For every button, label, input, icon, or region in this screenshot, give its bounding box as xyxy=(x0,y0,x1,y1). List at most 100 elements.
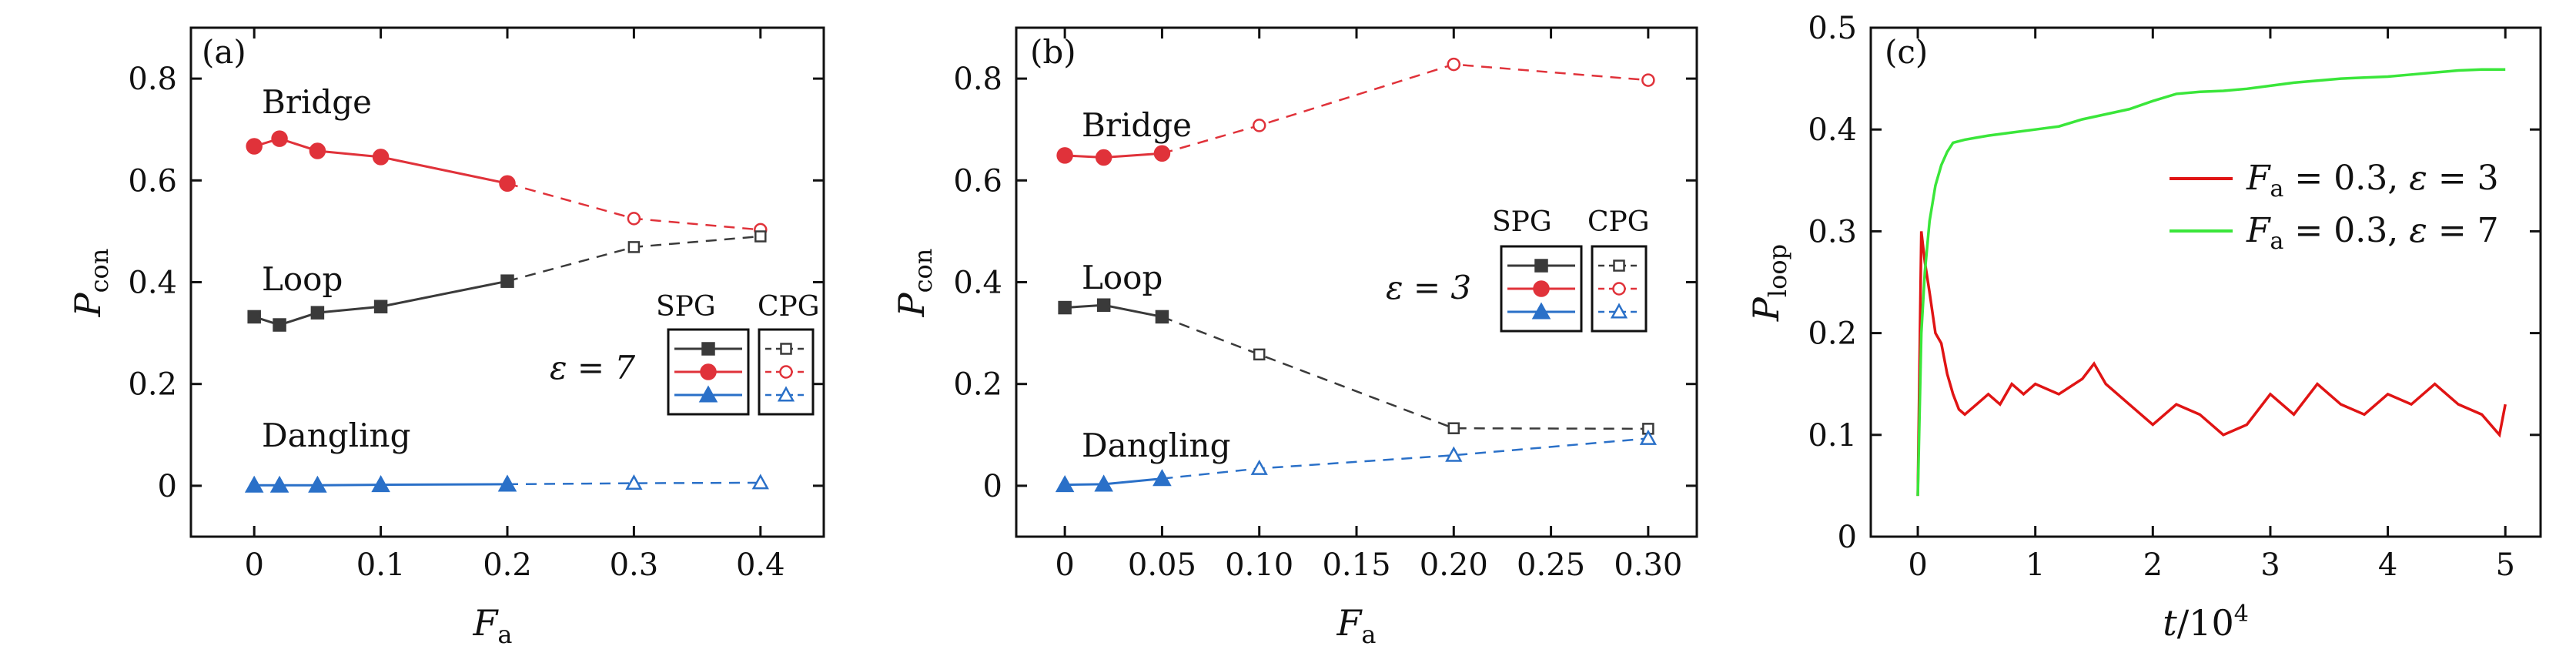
x-axis-title-c: t/104 xyxy=(2163,601,2249,644)
cpg-point-loop-a xyxy=(754,230,767,243)
x-tick-label-c: 3 xyxy=(2260,547,2280,583)
spg-point-loop-b xyxy=(1096,298,1111,312)
panel-label-c: (c) xyxy=(1885,33,1928,71)
legend-swatches-a xyxy=(674,342,807,403)
x-tick-label-b: 0.20 xyxy=(1420,547,1488,583)
spg-point-loop-a xyxy=(273,318,286,332)
cpg-point-bridge-b xyxy=(1641,73,1655,87)
cpg-point-bridge-a xyxy=(627,212,641,226)
y-tick-label-c: 0 xyxy=(1838,520,1857,555)
spg-point-bridge-a xyxy=(372,149,390,166)
y-tick-label-a: 0.4 xyxy=(128,266,177,301)
cpg-line-loop-b xyxy=(1161,316,1648,430)
spg-point-bridge-a xyxy=(499,175,516,192)
x-tick-label-c: 2 xyxy=(2143,547,2163,583)
cpg-line-dangling-a xyxy=(507,481,761,486)
x-axis-title-a: Fa xyxy=(473,602,513,646)
epsilon-label-b: ε = 3 xyxy=(1386,269,1471,306)
y-tick-label-a: 0.2 xyxy=(128,367,177,403)
y-tick-label-b: 0.4 xyxy=(953,266,1002,301)
cpg-point-loop-a xyxy=(627,241,641,253)
spg-line-dangling-b xyxy=(1065,477,1163,487)
spg-point-dangling-b xyxy=(1055,475,1075,493)
legend-spg-marker-dangling-b xyxy=(1531,302,1551,320)
cpg-point-loop-b xyxy=(1447,422,1460,434)
spg-point-dangling-b xyxy=(1094,474,1113,492)
cpg-point-dangling-b xyxy=(1250,459,1268,475)
legend-cpg-marker-dangling-b xyxy=(1610,303,1628,319)
spg-point-bridge-b xyxy=(1095,149,1112,166)
legend-swatches-b xyxy=(1507,259,1640,320)
spg-point-dangling-a xyxy=(497,474,517,492)
spg-point-loop-b xyxy=(1155,310,1169,324)
x-tick-label-b: 0.05 xyxy=(1128,547,1196,583)
panel-b: 0 0.05 0.10 0.15 0.20 0.25 0.30 0 0.2 0.4 0.6 0.8 (… xyxy=(891,26,1698,646)
x-axis-title-b: Fa xyxy=(1337,602,1377,646)
spg-point-loop-a xyxy=(373,300,388,313)
legend-header-cpg-a: CPG xyxy=(758,291,820,323)
cpg-line-dangling-b xyxy=(1162,437,1648,480)
legend-header-spg-a: SPG xyxy=(656,291,716,323)
x-tick-label-a: 0.4 xyxy=(736,547,785,583)
legend-cpg-marker-bridge-a xyxy=(779,365,793,379)
y-tick-label-c: 0.3 xyxy=(1808,214,1857,249)
y-tick-label-c: 0.5 xyxy=(1808,11,1857,46)
x-tick-label-a: 0.1 xyxy=(356,547,406,583)
legend-box-cpg-b xyxy=(1591,245,1648,333)
legend-cpg-marker-loop-b xyxy=(1613,259,1625,272)
x-tick-label-b: 0.25 xyxy=(1517,547,1585,583)
spg-point-bridge-b xyxy=(1153,145,1171,162)
legend-label-eps3: Fa = 0.3, ε = 3 xyxy=(2246,159,2499,203)
cpg-point-dangling-a xyxy=(625,474,643,490)
spg-point-bridge-a xyxy=(309,142,326,159)
y-tick-label-a: 0.6 xyxy=(128,163,177,199)
spg-line-loop-b xyxy=(1065,303,1163,318)
spg-point-bridge-a xyxy=(271,130,288,147)
spg-point-bridge-a xyxy=(246,138,263,155)
curve-eps3 xyxy=(1916,231,2507,497)
spg-point-loop-a xyxy=(247,310,261,324)
marks-a xyxy=(244,130,769,493)
legend-spg-marker-bridge-b xyxy=(1533,280,1550,297)
legend-spg-marker-bridge-a xyxy=(700,363,717,380)
plot-frame-c xyxy=(1869,26,2542,538)
x-tick-label-a: 0 xyxy=(244,547,263,583)
series-label-dangling-a: Dangling xyxy=(262,417,410,454)
series-label-loop-a: Loop xyxy=(262,260,343,298)
panel-c: 0 1 2 3 4 5 0 0.1 0.2 0.3 0.4 0.5 (c) Fa = 0.3, ε =… xyxy=(1745,11,2542,644)
panel-a: 0 0.1 0.2 0.3 0.4 0 0.2 0.4 0.6 0.8 (a) Bridge Lo… xyxy=(67,26,825,646)
series-label-loop-b: Loop xyxy=(1082,259,1163,296)
spg-point-dangling-a xyxy=(308,475,327,493)
spg-point-loop-b xyxy=(1058,300,1072,315)
spg-point-dangling-b xyxy=(1153,469,1172,487)
y-tick-label-c: 0.4 xyxy=(1808,112,1857,148)
y-axis-title-a: Pcon xyxy=(67,249,114,318)
cpg-line-bridge-b xyxy=(1162,63,1648,155)
legend-box-spg-a xyxy=(667,328,750,416)
y-tick-label-b: 0.6 xyxy=(953,163,1002,199)
x-tick-label-a: 0.2 xyxy=(483,547,532,583)
x-tick-label-c: 0 xyxy=(1908,547,1927,583)
ticks-c: 0 1 2 3 4 5 0 0.1 0.2 0.3 0.4 0.5 xyxy=(1808,11,2541,583)
y-axis-title-c: Ploop xyxy=(1745,244,1792,322)
x-tick-label-b: 0.15 xyxy=(1322,547,1390,583)
legend-cpg-marker-dangling-a xyxy=(777,386,795,402)
series-label-bridge-a: Bridge xyxy=(262,83,372,121)
curve-eps7 xyxy=(1916,68,2506,497)
x-tick-label-c: 5 xyxy=(2495,547,2514,583)
x-tick-label-c: 1 xyxy=(2026,547,2045,583)
epsilon-label-a: ε = 7 xyxy=(550,349,635,387)
legend-box-spg-b xyxy=(1500,245,1583,333)
legend-cpg-marker-bridge-b xyxy=(1612,282,1626,296)
y-axis-title-b: Pcon xyxy=(891,249,938,318)
y-tick-label-c: 0.2 xyxy=(1808,316,1857,352)
legend-label-eps7: Fa = 0.3, ε = 7 xyxy=(2246,211,2499,255)
series-label-dangling-b: Dangling xyxy=(1082,427,1230,464)
panel-label-b: (b) xyxy=(1030,33,1076,71)
series-label-bridge-b: Bridge xyxy=(1082,106,1192,144)
spg-point-bridge-b xyxy=(1056,147,1073,164)
cpg-point-dangling-b xyxy=(1639,429,1657,445)
cpg-point-loop-b xyxy=(1253,348,1266,361)
y-tick-label-b: 0.8 xyxy=(953,62,1002,97)
